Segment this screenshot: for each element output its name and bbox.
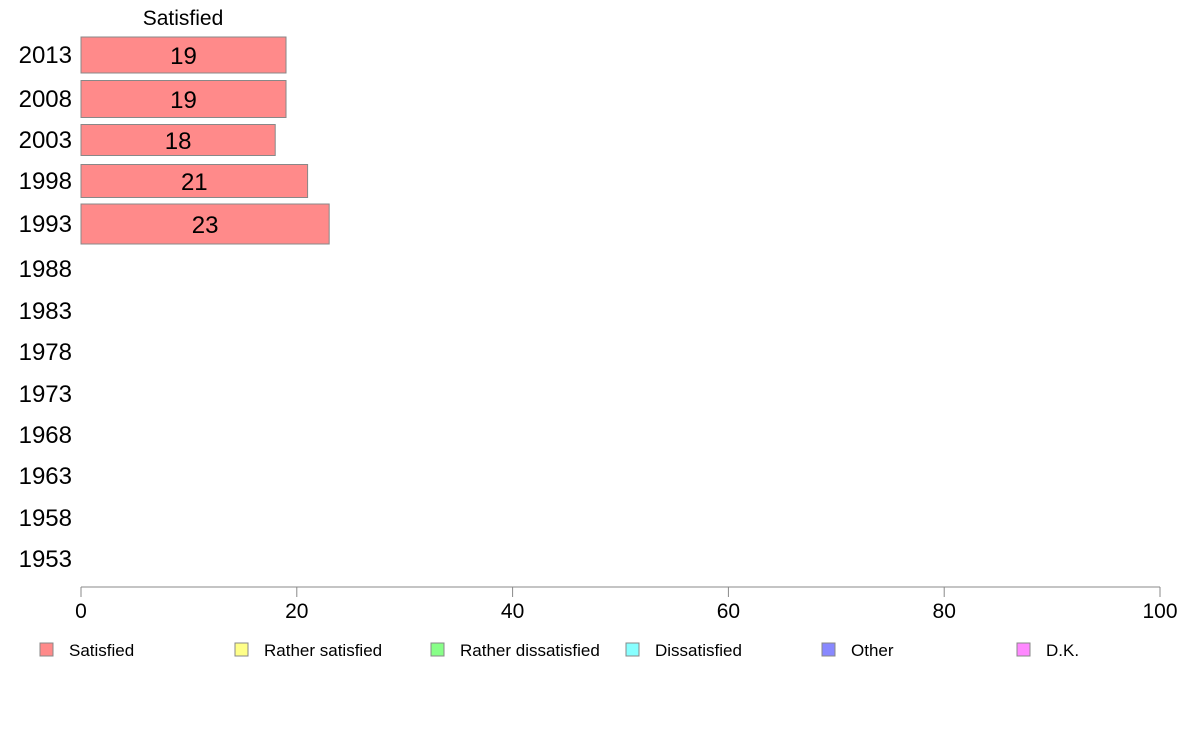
y-tick-label-1978: 1978 bbox=[19, 339, 72, 366]
y-tick-label-1973: 1973 bbox=[19, 381, 72, 408]
x-tick-label-100: 100 bbox=[1142, 600, 1177, 623]
y-tick-label-2013: 2013 bbox=[19, 42, 72, 69]
y-axis: 2013 2008 2003 1998 1993 1988 1983 1978 1973 1968… bbox=[19, 42, 72, 573]
x-tick-label-0: 0 bbox=[75, 600, 87, 623]
bars: 19 19 18 21 23 bbox=[80, 36, 330, 245]
bar-satisfied-2003 bbox=[80, 124, 276, 156]
legend: Satisfied Rather satisfied Rather dissatis… bbox=[39, 641, 1079, 660]
bar-label-satisfied-2003: 18 bbox=[165, 128, 192, 155]
series-header: Satisfied bbox=[143, 7, 224, 30]
x-tick-label-20: 20 bbox=[285, 600, 308, 623]
legend-label-dissatisfied: Dissatisfied bbox=[655, 641, 742, 660]
y-tick-label-2008: 2008 bbox=[19, 86, 72, 113]
bar-satisfied-1998 bbox=[80, 164, 309, 198]
y-tick-label-2003: 2003 bbox=[19, 127, 72, 154]
bar-label-satisfied-2008: 19 bbox=[170, 87, 197, 114]
legend-label-other: Other bbox=[851, 641, 894, 660]
y-tick-label-1968: 1968 bbox=[19, 422, 72, 449]
x-tick-label-60: 60 bbox=[717, 600, 740, 623]
legend-swatch-d-k bbox=[1016, 642, 1031, 657]
legend-swatch-dissatisfied bbox=[625, 642, 640, 657]
y-tick-label-1988: 1988 bbox=[19, 256, 72, 283]
legend-swatch-rather-dissatisfied bbox=[430, 642, 445, 657]
legend-label-rather-satisfied: Rather satisfied bbox=[264, 641, 382, 660]
x-tick-label-80: 80 bbox=[933, 600, 956, 623]
y-tick-label-1963: 1963 bbox=[19, 463, 72, 490]
bar-satisfied-2013 bbox=[80, 36, 287, 74]
bar-satisfied-2008 bbox=[80, 80, 287, 118]
y-tick-label-1993: 1993 bbox=[19, 211, 72, 238]
y-tick-label-1998: 1998 bbox=[19, 168, 72, 195]
legend-label-rather-dissatisfied: Rather dissatisfied bbox=[460, 641, 600, 660]
bar-label-satisfied-1998: 21 bbox=[181, 169, 208, 196]
y-tick-label-1983: 1983 bbox=[19, 298, 72, 325]
x-axis: 0 20 40 60 80 100 bbox=[75, 586, 1178, 623]
bar-label-satisfied-1993: 23 bbox=[192, 212, 219, 239]
bar-satisfied-1993 bbox=[80, 203, 330, 245]
legend-label-satisfied: Satisfied bbox=[69, 641, 134, 660]
y-tick-label-1958: 1958 bbox=[19, 505, 72, 532]
y-tick-label-1953: 1953 bbox=[19, 546, 72, 573]
legend-swatch-rather-satisfied bbox=[234, 642, 249, 657]
legend-swatch-satisfied bbox=[39, 642, 54, 657]
bar-label-satisfied-2013: 19 bbox=[170, 43, 197, 70]
legend-label-d-k: D.K. bbox=[1046, 641, 1079, 660]
legend-swatch-other bbox=[821, 642, 836, 657]
x-tick-label-40: 40 bbox=[501, 600, 524, 623]
